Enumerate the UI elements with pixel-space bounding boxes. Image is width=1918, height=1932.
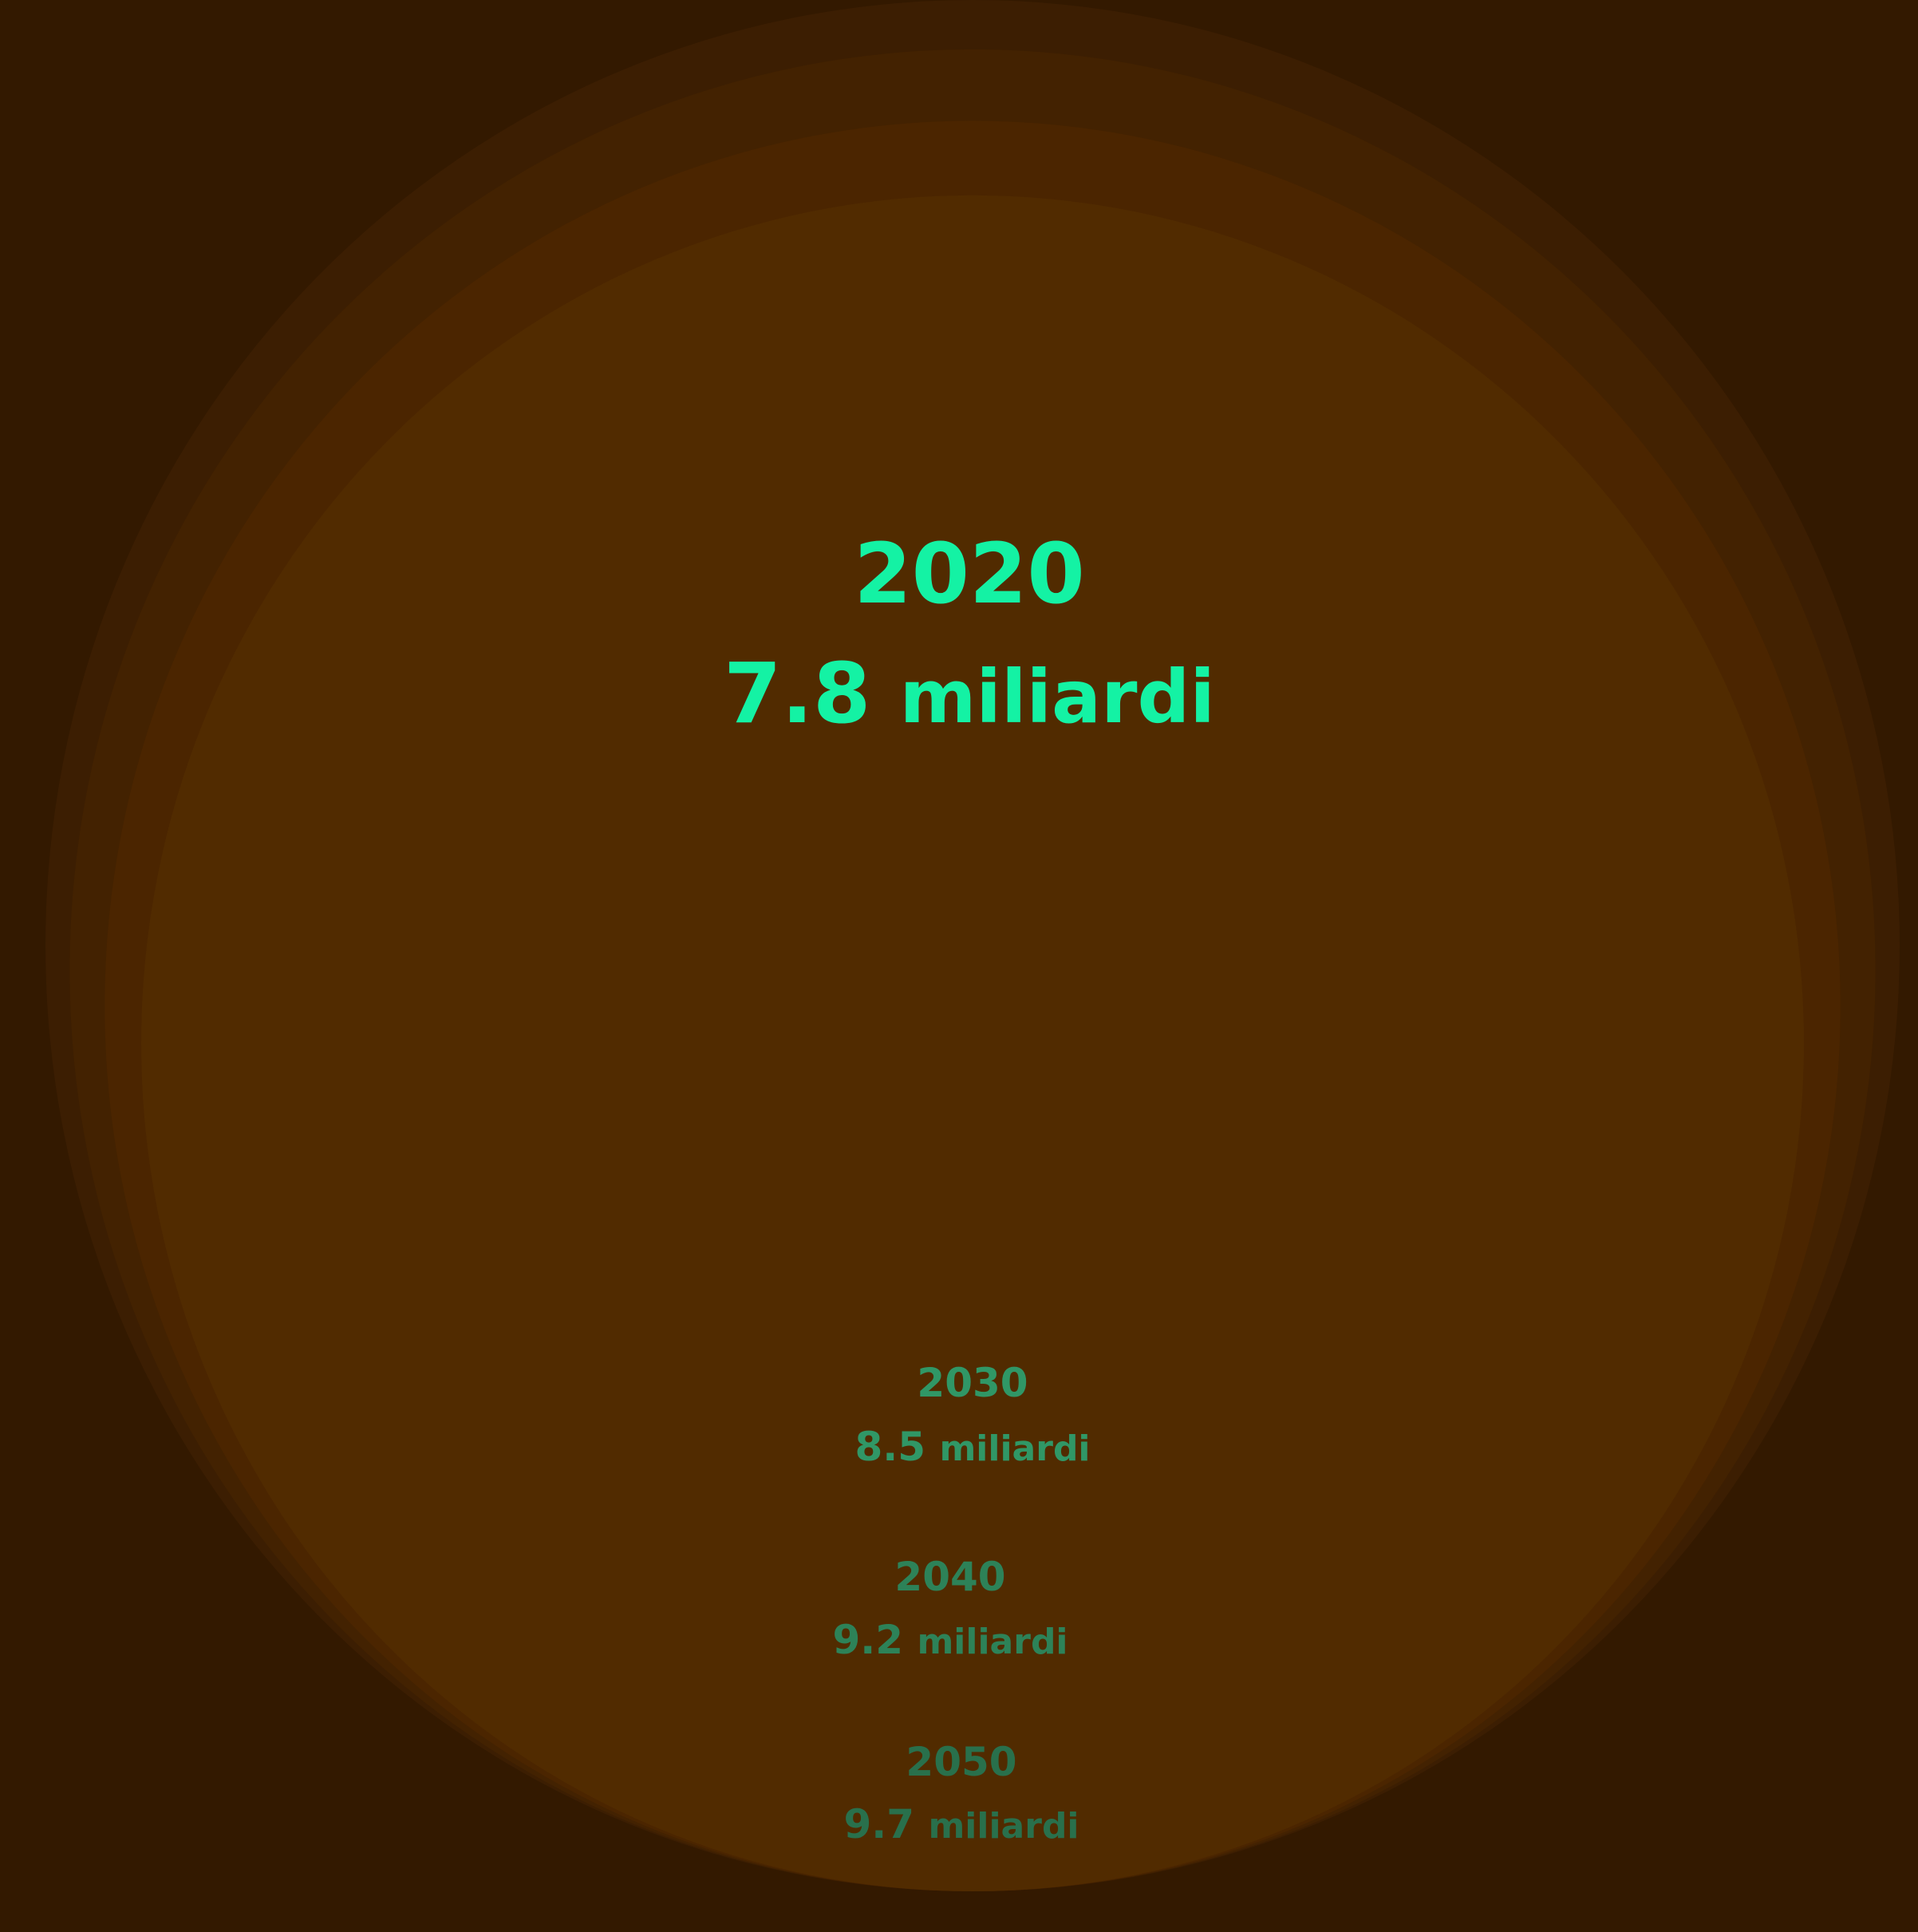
value-label-2050: 9.7 miliardi — [843, 1801, 1079, 1847]
value-unit-2020: miliardi — [900, 654, 1215, 740]
value-label-2030: 8.5 miliardi — [854, 1424, 1090, 1470]
year-label-2040: 2040 — [894, 1554, 1005, 1600]
year-label-2020: 2020 — [854, 525, 1084, 622]
value-number-2050: 9.7 — [843, 1801, 928, 1847]
value-unit-2050: miliardi — [928, 1806, 1079, 1847]
year-label-2030: 2030 — [917, 1360, 1028, 1406]
bubbles-group — [45, 0, 1900, 1891]
value-unit-2030: miliardi — [939, 1428, 1090, 1469]
value-unit-2040: miliardi — [917, 1622, 1068, 1662]
value-number-2040: 9.2 — [832, 1617, 917, 1663]
year-label-2050: 2050 — [906, 1739, 1016, 1785]
value-number-2020: 7.8 — [724, 645, 899, 742]
value-number-2030: 8.5 — [854, 1424, 939, 1470]
value-label-2040: 9.2 miliardi — [832, 1617, 1068, 1663]
value-label-2020: 7.8 miliardi — [724, 645, 1215, 742]
